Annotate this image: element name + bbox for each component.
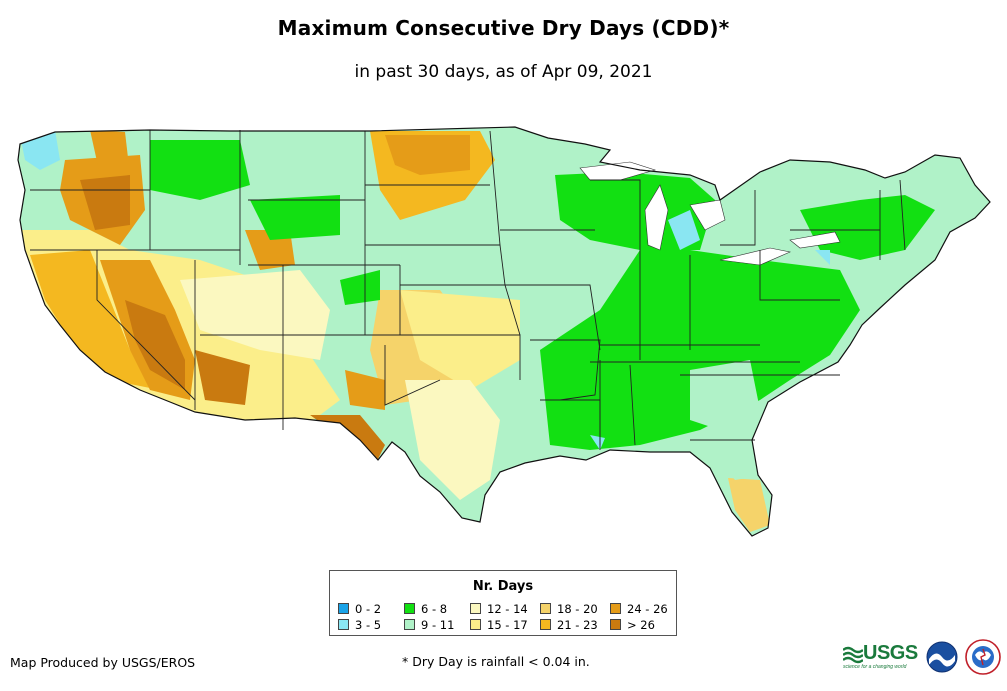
region-6-8-colorado: [340, 270, 380, 305]
border-pa: [759, 250, 840, 301]
legend-item: 21 - 23: [540, 619, 598, 631]
region-12-14-southwest: [180, 270, 330, 360]
map-producer: Map Produced by USGS/EROS: [10, 655, 196, 670]
legend-item: 9 - 11: [404, 619, 454, 631]
legend-swatch: [404, 619, 415, 630]
usgs-logo: USGS: [863, 642, 918, 664]
region-gt-26-nevada: [125, 300, 185, 390]
legend-swatch: [338, 619, 349, 630]
usgs-wave-icon: [843, 646, 863, 664]
legend-label: > 26: [627, 618, 655, 632]
region-24-26-dakota: [385, 135, 470, 175]
lake-huron: [689, 199, 726, 231]
region-18-20-florida: [728, 478, 770, 532]
region-gt-26-arizona: [195, 350, 250, 405]
dry-day-note: * Dry Day is rainfall < 0.04 in.: [402, 654, 590, 669]
region-9-11-georgia: [690, 360, 760, 430]
border-nh: [899, 179, 906, 251]
legend-item: 6 - 8: [404, 603, 447, 615]
region-6-8-northeast: [800, 195, 935, 260]
border-al: [629, 364, 636, 446]
map-subtitle: in past 30 days, as of Apr 09, 2021: [354, 62, 653, 82]
legend-title: Nr. Days: [472, 579, 534, 594]
legend-item: 24 - 26: [610, 603, 668, 615]
region-21-23-california: [30, 250, 160, 390]
region-gt-26-oregon: [80, 175, 130, 230]
map-title: Maximum Consecutive Dry Days (CDD)*: [277, 16, 730, 40]
legend-label: 24 - 26: [627, 602, 668, 616]
region-24-26-washington: [90, 130, 130, 175]
border-ar: [530, 339, 601, 401]
region-12-14-texas: [405, 380, 500, 500]
region-15-17-plains: [400, 290, 520, 390]
lake-michigan: [644, 184, 669, 251]
legend-item: 3 - 5: [338, 619, 381, 631]
legend-item: 0 - 2: [338, 603, 381, 615]
legend-swatch: [338, 603, 349, 614]
legend-label: 12 - 14: [487, 602, 528, 616]
region-6-8-wyoming: [250, 195, 340, 240]
legend-box: Nr. Days 0 - 2 3 - 5 6 - 8 9 - 11 12 - 14 15 …: [329, 570, 677, 636]
region-6-8-idaho-montana: [150, 140, 250, 200]
region-3-5-pa: [815, 250, 830, 265]
great-lakes: [579, 161, 841, 266]
noaa-logo-icon: [926, 641, 958, 673]
legend-label: 3 - 5: [355, 618, 382, 632]
legend-swatch: [610, 603, 621, 614]
legend-item: > 26: [610, 619, 655, 631]
us-map: [0, 100, 1007, 560]
border-wi: [590, 179, 641, 240]
legend-label: 9 - 11: [421, 618, 455, 632]
border-mo: [520, 284, 601, 351]
legend-swatch: [610, 619, 621, 630]
legend-label: 15 - 17: [487, 618, 528, 632]
region-24-26-nm: [345, 370, 385, 410]
legend-item: 15 - 17: [470, 619, 528, 631]
legend-swatch: [540, 619, 551, 630]
legend-label: 0 - 2: [355, 602, 382, 616]
legend-label: 18 - 20: [557, 602, 598, 616]
legend-label: 6 - 8: [421, 602, 448, 616]
region-24-26-utah: [245, 230, 295, 270]
legend-swatch: [540, 603, 551, 614]
border-mn-ia: [489, 130, 521, 336]
border-mi: [720, 190, 756, 246]
legend-swatch: [470, 603, 481, 614]
region-9-11-north-florida: [700, 435, 765, 480]
state-borders: [30, 130, 906, 450]
lake-superior: [579, 161, 657, 181]
border-ca-nv: [96, 250, 196, 401]
lake-erie: [719, 247, 791, 266]
legend-label: 21 - 23: [557, 618, 598, 632]
nws-logo-icon: [965, 639, 1001, 675]
legend-item: 18 - 20: [540, 603, 598, 615]
region-3-5-gulf: [590, 435, 605, 450]
agency-logos: USGS science for a changing world: [843, 638, 1003, 680]
region-3-5-michigan: [668, 210, 700, 250]
border-nm-tx: [384, 345, 441, 406]
legend-item: 12 - 14: [470, 603, 528, 615]
us-map-svg: [17, 126, 991, 537]
lake-ontario: [789, 231, 841, 249]
usgs-tagline: science for a changing world: [843, 664, 907, 670]
legend-swatch: [404, 603, 415, 614]
legend-swatch: [470, 619, 481, 630]
